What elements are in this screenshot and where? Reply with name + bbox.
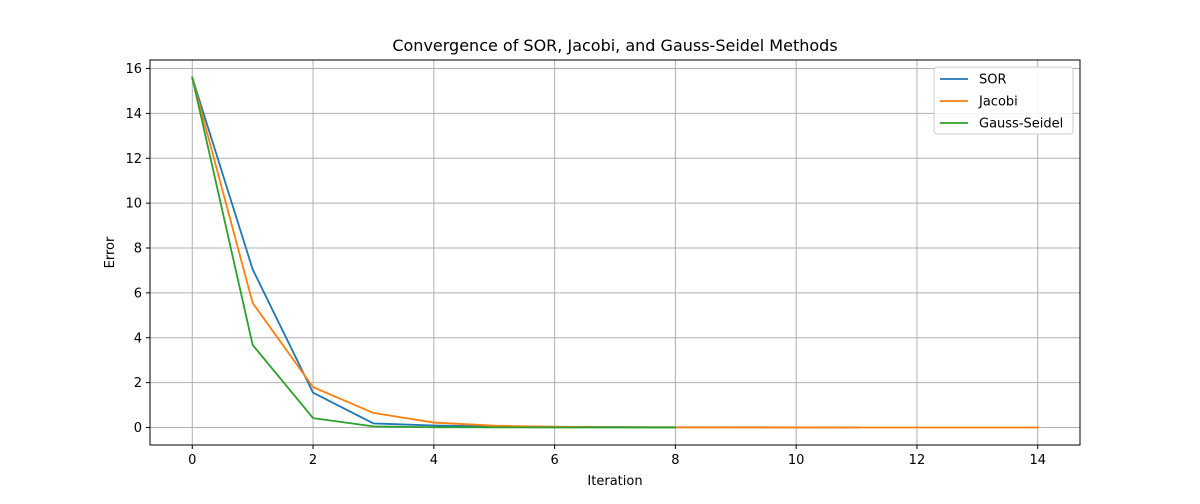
series-line-gauss-seidel xyxy=(191,76,677,429)
x-tick-label: 4 xyxy=(430,453,438,468)
legend-box xyxy=(933,66,1074,135)
legend: SOR Jacobi Gauss-Seidel xyxy=(933,66,1074,135)
y-tick-label: 16 xyxy=(125,62,142,77)
y-axis-label: Error xyxy=(103,236,118,268)
x-tick-label: 2 xyxy=(309,453,317,468)
y-tick-label: 2 xyxy=(134,376,142,391)
x-tick-label: 6 xyxy=(550,453,558,468)
x-tick-label: 12 xyxy=(909,453,926,468)
x-tick-label: 14 xyxy=(1029,453,1046,468)
y-tick-label: 0 xyxy=(134,421,142,436)
chart-title: Convergence of SOR, Jacobi, and Gauss-Se… xyxy=(392,36,837,55)
y-tick-label: 6 xyxy=(134,286,142,301)
axis-ticks: 0 2 4 6 8 10 12 14 0 2 4 6 8 10 12 14 16 xyxy=(125,62,1046,468)
legend-label-sor: SOR xyxy=(979,73,1007,88)
y-tick-label: 12 xyxy=(125,152,142,167)
plot-frame xyxy=(149,59,1081,446)
y-tick-label: 14 xyxy=(125,107,142,122)
x-tick-label: 10 xyxy=(788,453,805,468)
x-axis-label: Iteration xyxy=(587,474,642,489)
x-tick-label: 0 xyxy=(188,453,196,468)
legend-label-jacobi: Jacobi xyxy=(978,95,1018,110)
series-lines xyxy=(191,76,1039,429)
y-tick-label: 4 xyxy=(134,331,142,346)
y-tick-label: 10 xyxy=(125,197,142,212)
y-tick-label: 8 xyxy=(134,242,142,257)
legend-label-gauss-seidel: Gauss-Seidel xyxy=(979,117,1063,132)
x-tick-label: 8 xyxy=(671,453,679,468)
